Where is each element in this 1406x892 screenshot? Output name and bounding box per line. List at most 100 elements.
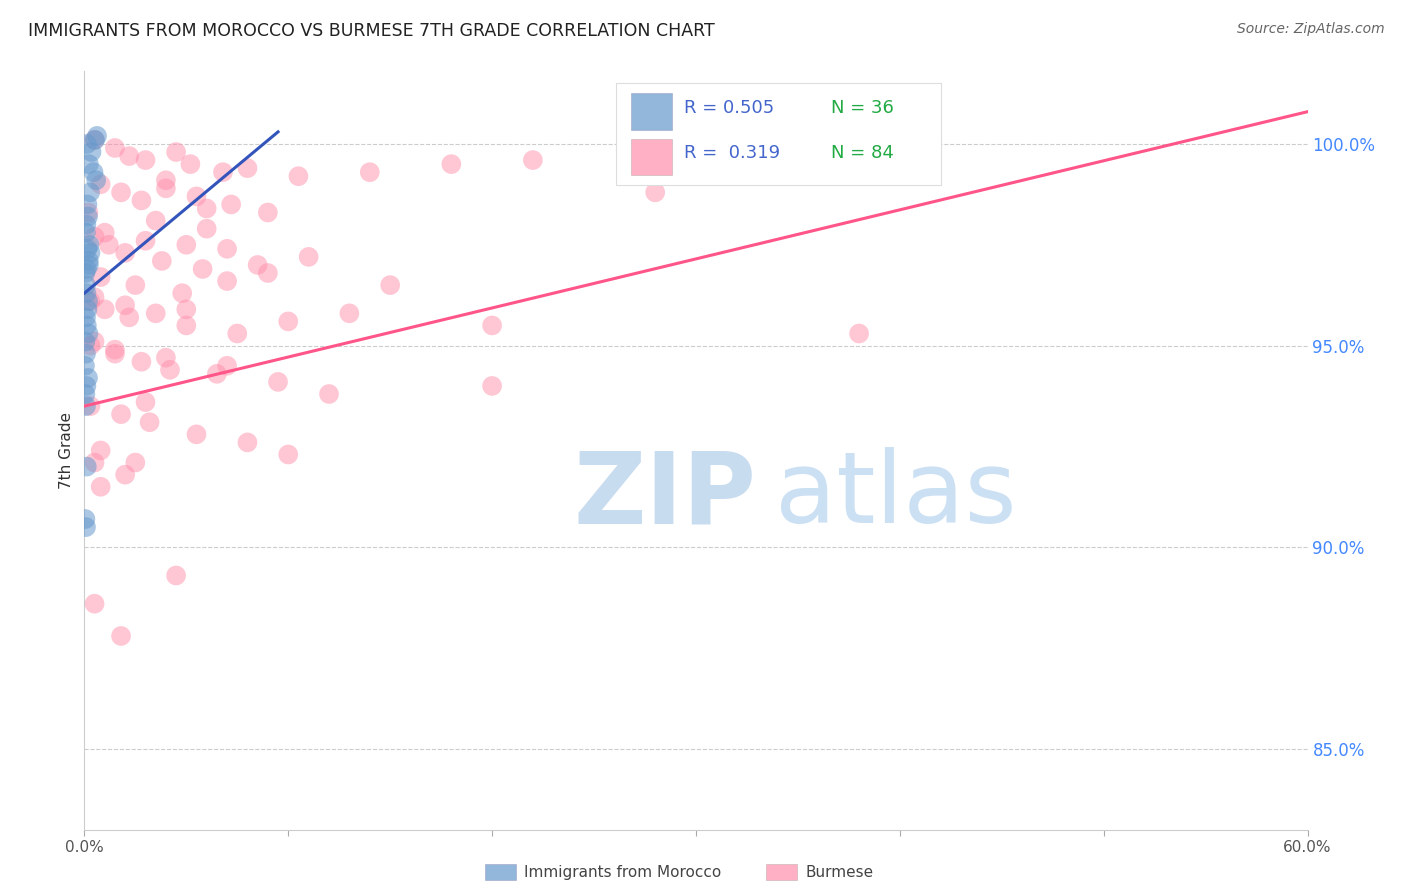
Point [145, 213, 167, 227]
Point [114, 245, 136, 260]
Point [77, 210, 100, 224]
Point [77, 205, 100, 219]
Point [110, 407, 132, 421]
Point [83, 165, 105, 179]
Text: R = 0.505: R = 0.505 [683, 99, 773, 117]
Point [217, 359, 239, 373]
Point [174, 318, 197, 333]
Point [77, 294, 100, 309]
Point [79, 186, 101, 200]
Point [217, 274, 239, 288]
Text: N = 84: N = 84 [831, 145, 893, 162]
Point [75, 399, 97, 413]
Text: Source: ZipAtlas.com: Source: ZipAtlas.com [1237, 22, 1385, 37]
Point [84, 133, 107, 147]
Point [75, 379, 97, 393]
Point [195, 221, 218, 235]
Bar [631, 139, 672, 175]
Point [186, 189, 208, 203]
Text: ZIP: ZIP [574, 448, 756, 544]
Point [257, 266, 280, 280]
Point [77, 253, 100, 268]
Point [219, 197, 242, 211]
Point [339, 306, 361, 320]
Point [83, 597, 105, 611]
Y-axis label: 7th Grade: 7th Grade [59, 412, 75, 489]
Point [174, 302, 197, 317]
Point [90, 270, 112, 285]
Point [77, 157, 100, 171]
Point [76, 318, 98, 333]
Text: atlas: atlas [776, 448, 1017, 544]
Point [79, 338, 101, 352]
Point [83, 133, 105, 147]
Point [75, 334, 97, 349]
Point [522, 153, 544, 167]
Point [114, 298, 136, 312]
Point [90, 480, 112, 494]
Point [93, 226, 115, 240]
Text: N = 36: N = 36 [831, 99, 893, 117]
Point [75, 310, 97, 325]
Point [90, 443, 112, 458]
Point [226, 326, 249, 341]
Point [205, 367, 228, 381]
Point [191, 262, 214, 277]
Point [104, 346, 127, 360]
Point [159, 363, 181, 377]
Point [155, 181, 177, 195]
Point [481, 318, 503, 333]
Point [83, 229, 105, 244]
Point [236, 435, 259, 450]
Point [75, 218, 97, 232]
Point [179, 157, 201, 171]
Point [236, 161, 259, 176]
Point [267, 375, 290, 389]
Point [118, 149, 141, 163]
Point [277, 448, 299, 462]
Point [440, 157, 463, 171]
Point [644, 186, 666, 200]
Point [217, 242, 239, 256]
Point [76, 136, 98, 151]
Bar [631, 94, 672, 129]
Point [124, 456, 146, 470]
Point [77, 326, 100, 341]
Point [83, 334, 105, 349]
Point [318, 387, 340, 401]
Point [79, 237, 101, 252]
Point [155, 173, 177, 187]
Point [172, 286, 194, 301]
Point [155, 351, 177, 365]
Point [75, 520, 97, 534]
Point [93, 302, 115, 317]
Point [104, 343, 127, 357]
Point [76, 459, 98, 474]
Point [131, 355, 153, 369]
Point [90, 178, 112, 192]
Point [277, 314, 299, 328]
Point [77, 258, 100, 272]
Point [75, 226, 97, 240]
Point [135, 153, 157, 167]
Point [77, 371, 100, 385]
Point [165, 568, 187, 582]
Point [150, 253, 173, 268]
Point [97, 237, 120, 252]
Point [73, 359, 96, 373]
Point [287, 169, 309, 184]
Point [75, 278, 97, 293]
Point [131, 194, 153, 208]
Point [79, 399, 101, 413]
Point [135, 395, 157, 409]
Text: Immigrants from Morocco: Immigrants from Morocco [524, 865, 721, 880]
Point [83, 456, 105, 470]
Point [186, 427, 208, 442]
Point [76, 262, 98, 277]
Point [165, 145, 187, 159]
Point [79, 245, 101, 260]
Point [76, 197, 98, 211]
Point [110, 629, 132, 643]
Point [380, 278, 402, 293]
Point [80, 145, 103, 159]
